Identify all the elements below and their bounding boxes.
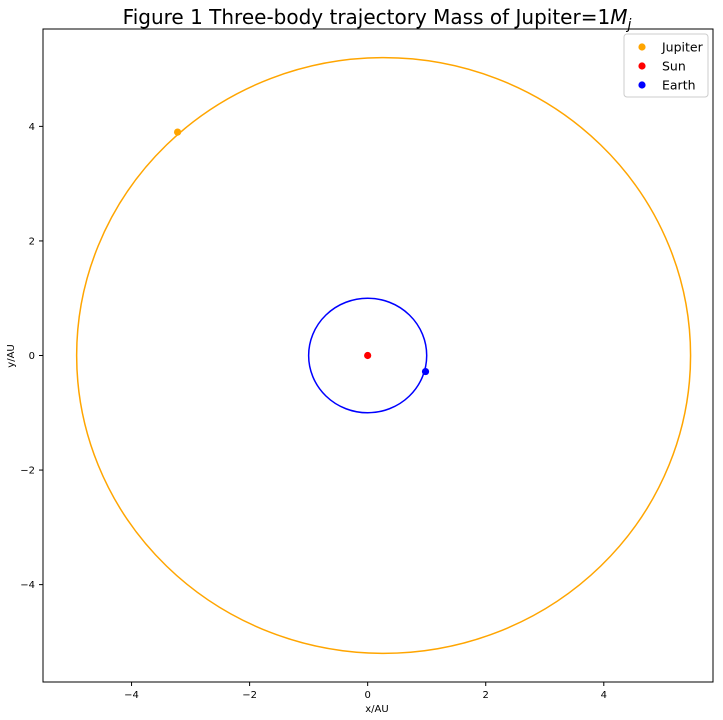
y-axis-label: y/AU xyxy=(6,344,17,367)
y-tick-label: 0 xyxy=(29,351,35,362)
legend-label-sun: Sun xyxy=(662,59,686,74)
y-axis: −4 −2 0 2 4 xyxy=(20,122,43,591)
y-tick-label: 2 xyxy=(29,236,35,247)
chart-title-math: M xyxy=(610,5,627,29)
axes-frame xyxy=(42,28,714,683)
earth-marker xyxy=(421,367,430,376)
legend-label-earth: Earth xyxy=(662,78,696,93)
legend-marker-sun xyxy=(638,62,646,70)
x-tick-label: −4 xyxy=(124,690,139,701)
legend-marker-earth xyxy=(638,81,646,89)
legend-box xyxy=(623,33,709,98)
jupiter-marker xyxy=(173,128,182,136)
x-tick-label: 0 xyxy=(364,690,370,701)
x-axis: −4 −2 0 2 4 xyxy=(124,682,607,701)
legend: Jupiter Sun Earth xyxy=(623,33,709,98)
y-tick-label: −2 xyxy=(20,466,35,477)
earth-orbit xyxy=(307,297,428,414)
y-tick-label: −4 xyxy=(20,580,35,591)
x-tick-label: −2 xyxy=(242,690,257,701)
x-axis-label: x/AU xyxy=(365,704,388,715)
chart-title-math-sub: j xyxy=(625,17,631,33)
chart-title-text: Figure 1 Three-body trajectory Mass of J… xyxy=(123,5,611,29)
jupiter-orbit xyxy=(75,56,692,655)
x-tick-label: 4 xyxy=(601,690,607,701)
sun-marker xyxy=(364,351,372,360)
plot-area xyxy=(75,56,692,655)
legend-label-jupiter: Jupiter xyxy=(661,40,704,55)
x-tick-label: 2 xyxy=(483,690,489,701)
legend-marker-jupiter xyxy=(638,43,646,51)
y-tick-label: 4 xyxy=(29,122,35,133)
chart-title: Figure 1 Three-body trajectory Mass of J… xyxy=(123,5,632,33)
